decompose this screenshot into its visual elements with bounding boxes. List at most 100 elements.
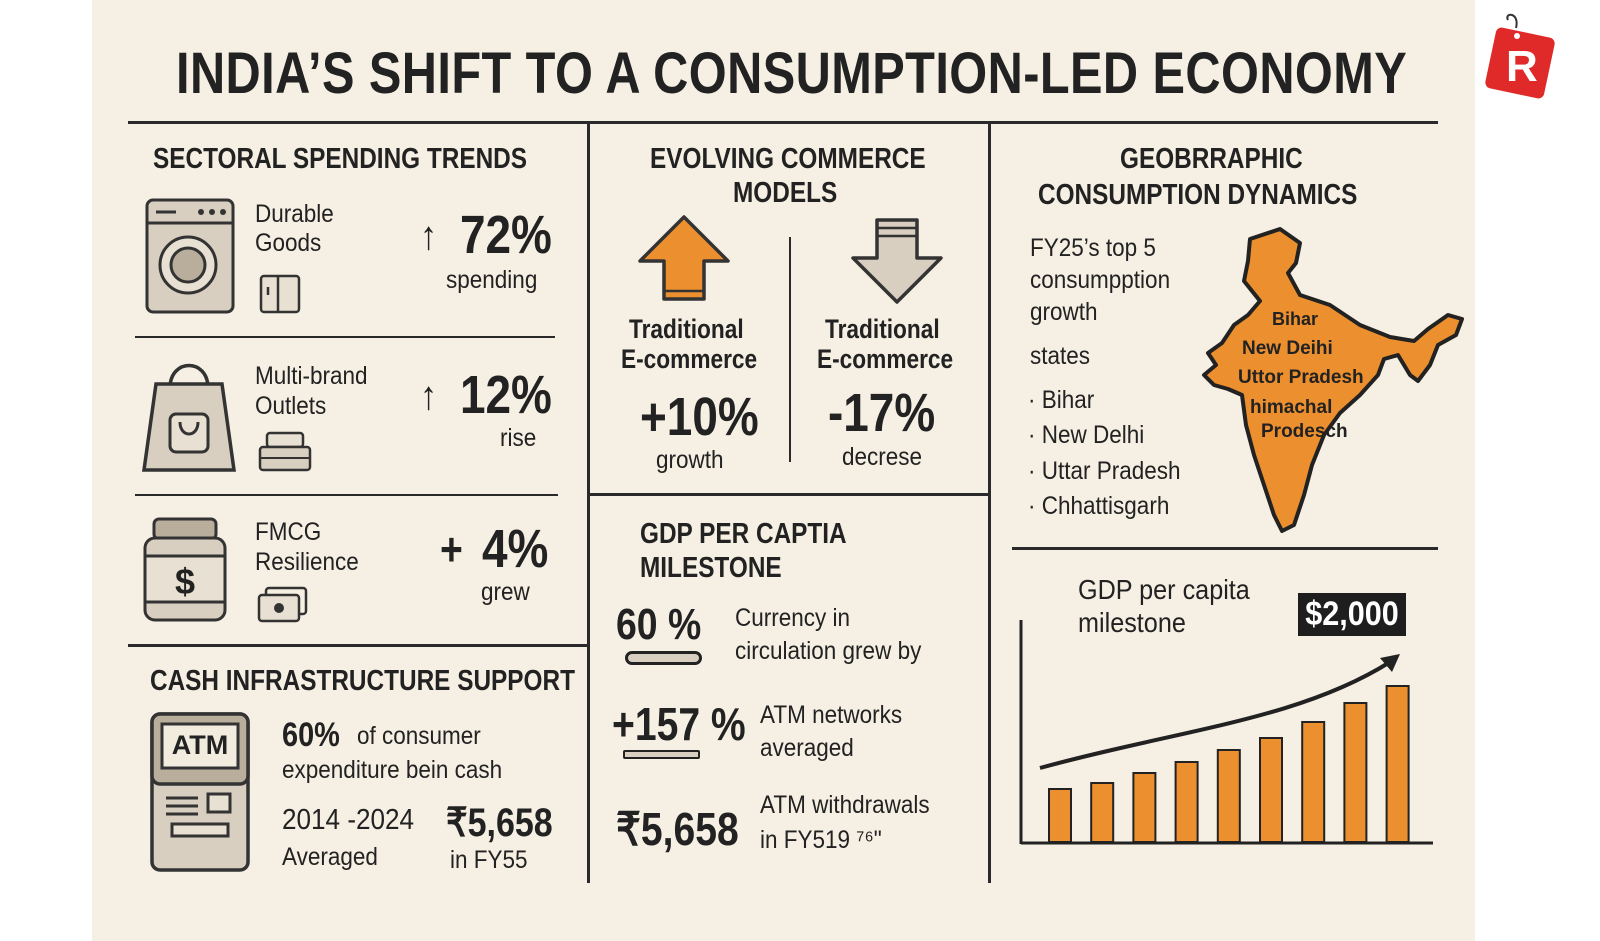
shopping-bag-icon (141, 363, 237, 472)
commerce-right-note: decrese (842, 443, 923, 471)
item-label: Durable (255, 200, 334, 228)
stat-value: 72% (460, 205, 552, 265)
fridge-icon (259, 274, 301, 314)
cash-stat-text: expenditure bein cash (282, 756, 503, 784)
stat-value: ₹5,658 (616, 803, 739, 855)
stat-text: ATM networks (760, 701, 903, 729)
money-jar-icon: $ (143, 517, 227, 622)
infographic-background (92, 0, 1475, 941)
stat-text: ATM withdrawals (760, 791, 930, 819)
commerce-heading: MODELS (733, 177, 838, 209)
chart-bar (1385, 685, 1410, 843)
state-list-item: · Chhattisgarh (1028, 492, 1170, 520)
state-name: Bihar (1041, 386, 1095, 414)
gdp-bar-chart (1019, 620, 1433, 845)
map-label: Bihar (1272, 309, 1319, 329)
divider (789, 237, 791, 462)
commerce-left-value: +10% (640, 387, 759, 447)
stat-value: 60 % (616, 600, 702, 649)
stat-note: spending (446, 266, 538, 294)
gdp-chart-label: milestone (1078, 607, 1186, 638)
divider (135, 336, 555, 338)
cash-stat-value: 60% (282, 716, 340, 754)
page-title: INDIA’S SHIFT TO A CONSUMPTION-LED ECONO… (176, 41, 1408, 106)
state-list-item: · Bihar (1028, 386, 1095, 414)
geo-intro: growth (1030, 298, 1098, 326)
stat-value: 4% (482, 519, 549, 579)
atm-icon (150, 712, 250, 872)
commerce-heading: EVOLVING COMMERCE (650, 143, 926, 175)
stat-note: rise (500, 424, 537, 452)
item-label: Multi-brand (255, 362, 368, 390)
state-list-item: · Uttar Pradesh (1028, 457, 1181, 485)
stat-value: 12% (460, 365, 552, 425)
geo-intro: consumpption (1030, 266, 1171, 294)
chart-bar (1301, 721, 1326, 843)
cash-amount-note: in FY55 (450, 846, 528, 874)
chart-bar (1343, 702, 1368, 843)
arrow-up-icon (638, 215, 730, 301)
commerce-left-note: growth (656, 446, 724, 474)
stat-text: averaged (760, 734, 854, 762)
gdp-milestone-heading: MILESTONE (640, 552, 782, 584)
item-label: FMCG (255, 518, 322, 546)
geo-intro: FY25’s top 5 (1030, 234, 1156, 262)
tag-icon (1485, 13, 1555, 99)
divider (587, 123, 590, 883)
commerce-right-label: E-commerce (817, 344, 954, 374)
item-label: Goods (255, 229, 322, 257)
atm-label: ATM (171, 730, 229, 760)
map-label: Prodesch (1261, 421, 1348, 442)
cash-amount: ₹5,658 (446, 801, 553, 845)
stat-text: in FY519 ⁷⁶" (760, 826, 882, 854)
trend-arrowhead (1380, 654, 1400, 672)
divider (128, 644, 588, 647)
arrow-up: ↑ (420, 214, 437, 258)
gdp-milestone-heading: GDP PER CAPTIA (640, 518, 847, 550)
state-name: Uttar Pradesh (1041, 457, 1181, 485)
geo-intro: states (1030, 342, 1091, 370)
cash-stat-text: of consumer (357, 722, 481, 750)
washing-machine-icon (145, 198, 235, 314)
divider (590, 493, 988, 496)
stat-value: +157 % (612, 698, 746, 750)
stat-note: grew (481, 578, 530, 606)
commerce-left-label: Traditional (629, 314, 744, 344)
stat-bar (623, 750, 700, 759)
divider (135, 494, 558, 496)
geo-heading: GEOBRRAPHIC (1120, 143, 1303, 175)
divider (1012, 547, 1438, 550)
chart-bar (1048, 788, 1072, 843)
arrow-down-icon (851, 218, 943, 304)
map-label: New Deihi (1242, 338, 1333, 359)
commerce-right-value: -17% (828, 383, 936, 443)
svg-text:$: $ (175, 561, 195, 602)
store-icon (258, 431, 312, 472)
india-map (1202, 227, 1464, 533)
arrow-up: ↑ (420, 374, 437, 418)
chart-bar (1132, 772, 1157, 843)
cash-period: 2014 -2024 (282, 804, 415, 836)
divider (128, 121, 1438, 124)
stat-bar (625, 651, 702, 665)
chart-bar (1174, 761, 1199, 843)
cash-icon (257, 586, 308, 623)
geo-heading: CONSUMPTION DYNAMICS (1038, 179, 1358, 211)
gdp-chart-label: GDP per capita (1078, 574, 1250, 605)
item-label: Resilience (255, 548, 359, 576)
logo: R (1484, 13, 1558, 99)
chart-bar (1216, 749, 1241, 843)
map-label: Uttor Pradesh (1238, 367, 1364, 388)
stat-prefix: + (440, 523, 463, 575)
state-name: Chhattisgarh (1041, 492, 1170, 520)
trend-arrow (1039, 660, 1392, 770)
gdp-badge: $2,000 (1298, 593, 1406, 636)
divider (988, 123, 991, 883)
logo-letter: R (1506, 42, 1538, 91)
map-label: himachal (1250, 397, 1333, 418)
commerce-right-label: Traditional (825, 314, 940, 344)
item-label: Outlets (255, 392, 327, 420)
state-list-item: · New Delhi (1028, 421, 1145, 449)
chart-bar (1090, 782, 1115, 843)
chart-bar (1259, 737, 1283, 843)
